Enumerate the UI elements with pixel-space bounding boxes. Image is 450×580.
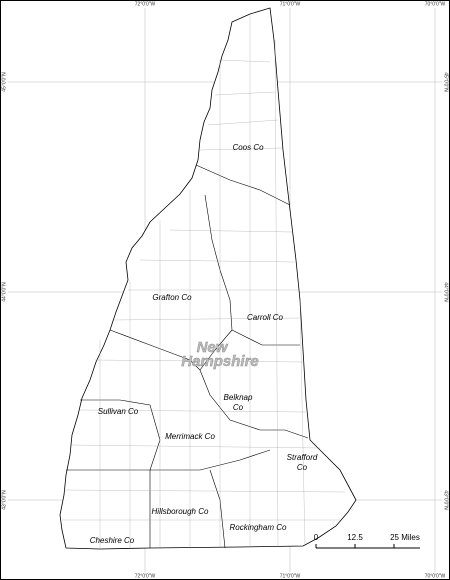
latitude-label: 44°0'0"N [1, 282, 7, 302]
longitude-label: 70°0'0"W [425, 573, 446, 579]
scale-label: 25 Miles [390, 533, 420, 542]
county-label: Coos Co [232, 143, 264, 152]
scale-label: 12.5 [347, 533, 363, 542]
scale-bar [315, 544, 420, 549]
latitude-label: 43°0'0"N [1, 490, 7, 510]
county-label: Merrimack Co [165, 432, 215, 441]
county-label: Belknap [224, 393, 253, 402]
state-label: New [197, 339, 229, 356]
latitude-label: 45°0'0"N [1, 72, 7, 92]
state-label: Hampshire [181, 353, 259, 370]
county-label: Hillsborough Co [152, 507, 209, 516]
town-boundaries [62, 15, 346, 549]
scale-label: 0 [314, 533, 319, 542]
longitude-label: 71°0'0"W [280, 1, 301, 7]
longitude-label: 72°0'0"W [135, 573, 156, 579]
county-label: Co [233, 403, 244, 412]
county-label: Grafton Co [152, 293, 192, 302]
longitude-label: 71°0'0"W [280, 573, 301, 579]
county-label: Sullivan Co [98, 407, 139, 416]
county-label: Cheshire Co [90, 536, 135, 545]
latitude-label: 45°0'0"N [443, 72, 449, 92]
state-outline [59, 7, 357, 550]
county-label: Strafford [287, 453, 318, 462]
county-label: Carroll Co [247, 313, 284, 322]
longitude-label: 70°0'0"W [425, 1, 446, 7]
county-label: Co [297, 463, 308, 472]
latitude-label: 44°0'0"N [443, 282, 449, 302]
county-label: Rockingham Co [230, 523, 287, 532]
longitude-label: 72°0'0"W [135, 1, 156, 7]
latitude-label: 43°0'0"N [443, 490, 449, 510]
